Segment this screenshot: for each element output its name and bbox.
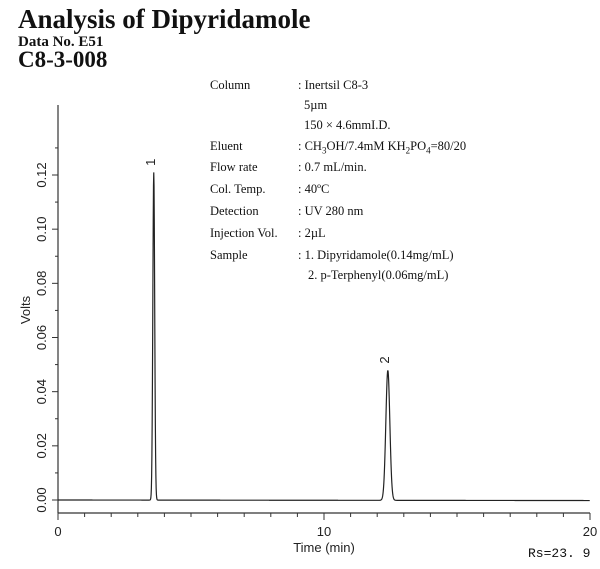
y-tick-label: 0.08 <box>34 271 49 296</box>
condition-value: 5µm <box>304 98 328 112</box>
condition-label: Detection <box>210 204 259 218</box>
x-axis-label: Time (min) <box>293 540 355 555</box>
condition-value: 2. p-Terphenyl(0.06mg/mL) <box>308 268 449 282</box>
y-tick-label: 0.00 <box>34 487 49 512</box>
y-tick-label: 0.06 <box>34 325 49 350</box>
condition-value: : 1. Dipyridamole(0.14mg/mL) <box>298 248 454 262</box>
page-title: Analysis of Dipyridamole <box>18 4 311 34</box>
peak-label: 2 <box>377 356 392 363</box>
condition-value: 150 × 4.6mmI.D. <box>304 118 391 132</box>
condition-label: Eluent <box>210 139 243 153</box>
method-code: C8-3-008 <box>18 47 108 72</box>
y-tick-label: 0.12 <box>34 162 49 187</box>
peak-label: 1 <box>143 159 158 166</box>
condition-label: Injection Vol. <box>210 226 278 240</box>
chromatogram-trace <box>58 172 590 502</box>
resolution-annotation: Rs=23. 9 <box>528 546 591 561</box>
condition-value: : CH3OH/7.4mM KH2PO4=80/20 <box>298 139 467 156</box>
x-tick-label: 0 <box>54 524 61 539</box>
condition-value: : Inertsil C8-3 <box>298 78 369 92</box>
condition-label: Sample <box>210 248 248 262</box>
x-tick-label: 20 <box>583 524 597 539</box>
condition-label: Flow rate <box>210 160 258 174</box>
condition-label: Col. Temp. <box>210 182 266 196</box>
condition-value: : UV 280 nm <box>298 204 364 218</box>
y-axis-label: Volts <box>18 295 33 324</box>
y-tick-label: 0.04 <box>34 379 49 404</box>
x-tick-label: 10 <box>317 524 331 539</box>
condition-value: : 2µL <box>298 226 326 240</box>
y-tick-label: 0.02 <box>34 433 49 458</box>
condition-value: : 0.7 mL/min. <box>298 160 367 174</box>
y-tick-label: 0.10 <box>34 217 49 242</box>
condition-label: Column <box>210 78 251 92</box>
condition-value: : 40ºC <box>298 182 330 196</box>
data-number: Data No. E51 <box>18 34 104 50</box>
